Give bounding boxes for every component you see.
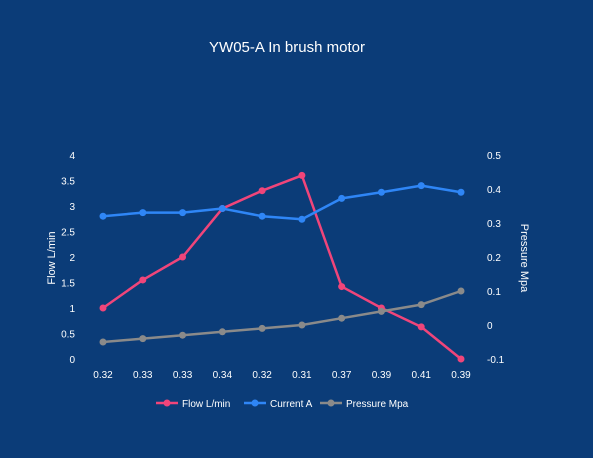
y-tick-label: 1.5 bbox=[61, 279, 75, 290]
y-tick-label: 4 bbox=[69, 151, 75, 162]
data-point-current-a bbox=[99, 212, 107, 220]
x-axis-ticks: 0.32 0.33 0.33 0.34 0.32 0.31 0.37 0.39 0.41 0.39 bbox=[93, 370, 471, 381]
x-tick-label: 0.41 bbox=[411, 370, 431, 381]
y2-tick-label: 0.5 bbox=[487, 151, 501, 162]
x-tick-label: 0.32 bbox=[93, 370, 113, 381]
data-point-current-a bbox=[139, 209, 147, 217]
data-point-current-a bbox=[338, 194, 346, 202]
legend-marker-current-a bbox=[251, 399, 259, 407]
x-tick-label: 0.31 bbox=[292, 370, 312, 381]
x-tick-label: 0.39 bbox=[451, 370, 471, 381]
data-point-flow-l-min bbox=[457, 355, 465, 363]
data-point-flow-l-min bbox=[258, 187, 266, 195]
data-point-pressure-mpa bbox=[298, 321, 306, 329]
y-axis-ticks: 0 0.5 1 1.5 2 2.5 3 3.5 4 bbox=[61, 151, 75, 366]
y-tick-label: 2 bbox=[69, 253, 75, 264]
data-point-flow-l-min bbox=[338, 283, 346, 291]
series-line-pressure-mpa bbox=[102, 289, 462, 344]
data-point-current-a bbox=[258, 212, 266, 220]
data-point-current-a bbox=[179, 209, 187, 217]
y-tick-label: 2.5 bbox=[61, 228, 75, 239]
series-layer bbox=[99, 171, 465, 363]
series-line-flow-l-min bbox=[102, 174, 462, 360]
legend-label-pressure-mpa: Pressure Mpa bbox=[346, 399, 409, 410]
data-point-flow-l-min bbox=[139, 276, 147, 284]
x-tick-label: 0.33 bbox=[133, 370, 153, 381]
data-point-pressure-mpa bbox=[417, 301, 425, 309]
data-point-pressure-mpa bbox=[139, 335, 147, 343]
data-point-pressure-mpa bbox=[457, 287, 465, 295]
x-tick-label: 0.39 bbox=[372, 370, 392, 381]
data-point-pressure-mpa bbox=[377, 307, 385, 315]
legend: Flow L/min Current A Pressure Mpa bbox=[156, 399, 409, 410]
y2-tick-label: 0.3 bbox=[487, 219, 501, 230]
x-tick-label: 0.37 bbox=[332, 370, 352, 381]
legend-marker-flow-l-min bbox=[163, 399, 171, 407]
x-tick-label: 0.33 bbox=[173, 370, 193, 381]
y2-tick-label: 0.1 bbox=[487, 287, 501, 298]
y2-tick-label: -0.1 bbox=[487, 355, 505, 366]
data-point-flow-l-min bbox=[298, 171, 306, 179]
data-point-pressure-mpa bbox=[218, 328, 226, 336]
legend-label-flow-l-min: Flow L/min bbox=[182, 399, 230, 410]
y2-axis-ticks: -0.1 0 0.1 0.2 0.3 0.4 0.5 bbox=[487, 151, 505, 366]
data-point-current-a bbox=[298, 215, 306, 223]
data-point-flow-l-min bbox=[99, 304, 107, 312]
data-point-current-a bbox=[417, 182, 425, 190]
chart-title: YW05-A In brush motor bbox=[209, 39, 365, 56]
data-point-flow-l-min bbox=[179, 253, 187, 261]
legend-label-current-a: Current A bbox=[270, 399, 313, 410]
data-point-flow-l-min bbox=[417, 323, 425, 331]
y-axis-label: Flow L/min bbox=[46, 231, 58, 284]
y-tick-label: 3 bbox=[69, 202, 75, 213]
data-point-current-a bbox=[457, 188, 465, 196]
y2-tick-label: 0.4 bbox=[487, 185, 501, 196]
y-tick-label: 0.5 bbox=[61, 330, 75, 341]
x-tick-label: 0.34 bbox=[213, 370, 233, 381]
y2-axis-label: Pressure Mpa bbox=[518, 224, 530, 293]
y-tick-label: 0 bbox=[69, 355, 75, 366]
data-point-pressure-mpa bbox=[338, 314, 346, 322]
data-point-pressure-mpa bbox=[179, 331, 187, 339]
series-line-current-a bbox=[102, 184, 462, 221]
legend-marker-pressure-mpa bbox=[327, 399, 335, 407]
y2-tick-label: 0.2 bbox=[487, 253, 501, 264]
data-point-current-a bbox=[377, 188, 385, 196]
data-point-pressure-mpa bbox=[258, 324, 266, 332]
data-point-current-a bbox=[218, 205, 226, 213]
x-tick-label: 0.32 bbox=[252, 370, 272, 381]
data-point-pressure-mpa bbox=[99, 338, 107, 346]
y-tick-label: 1 bbox=[69, 304, 75, 315]
y-tick-label: 3.5 bbox=[61, 177, 75, 188]
y2-tick-label: 0 bbox=[487, 321, 493, 332]
